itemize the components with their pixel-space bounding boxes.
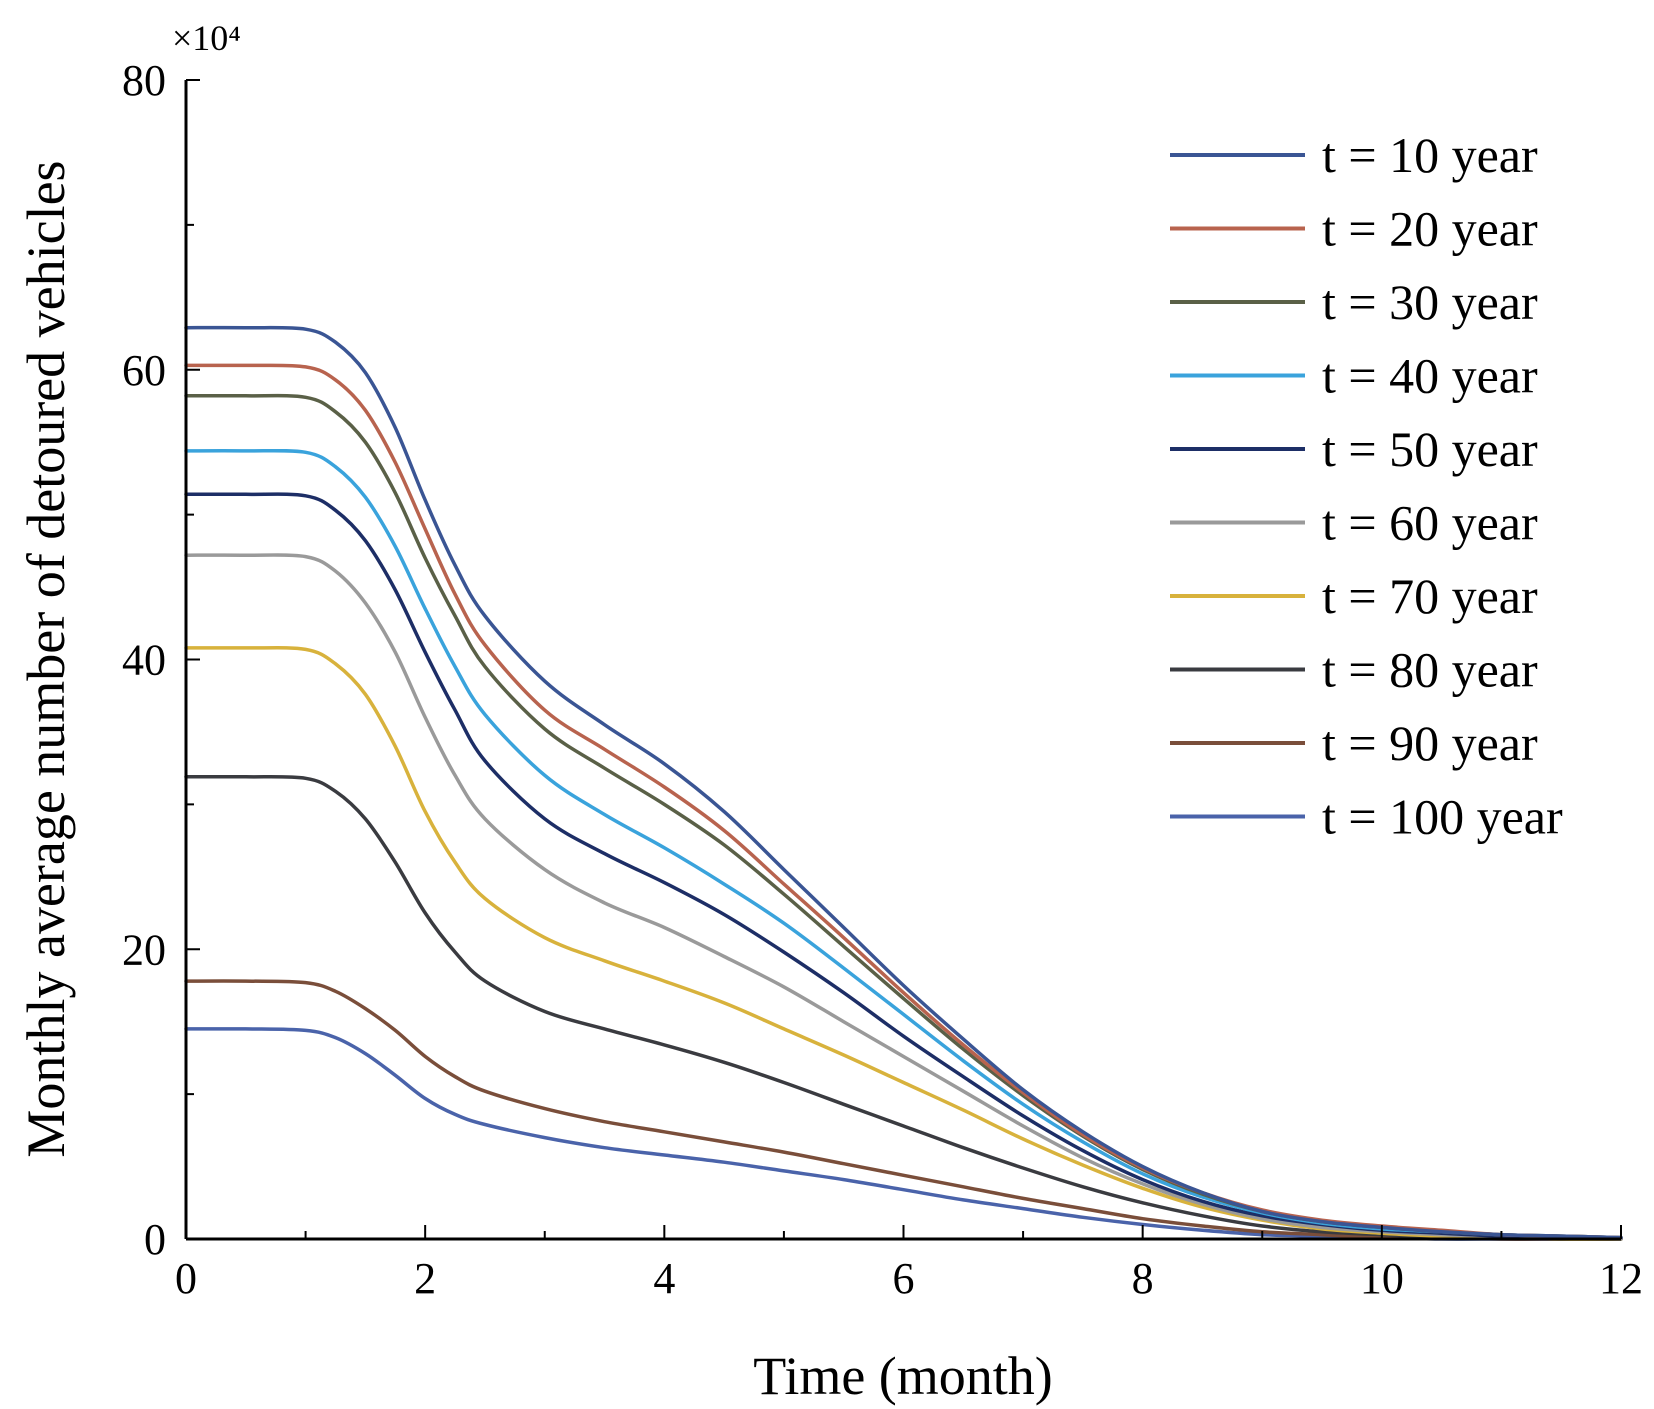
series-line [184, 774, 1623, 1241]
legend-item: t = 20 year [1170, 201, 1538, 257]
legend-label: t = 40 year [1322, 348, 1538, 404]
y-tick-label: 60 [122, 346, 166, 395]
y-ticks: 0 20 40 60 80 [122, 56, 200, 1264]
legend-item: t = 70 year [1170, 568, 1538, 624]
legend-label: t = 60 year [1322, 495, 1538, 551]
x-tick-label: 10 [1360, 1254, 1404, 1303]
plot-lines [184, 325, 1623, 1241]
x-axis-title: Time (month) [753, 1346, 1053, 1406]
legend-label: t = 80 year [1322, 642, 1538, 698]
series-line [184, 1027, 1623, 1241]
legend-item: t = 10 year [1170, 127, 1538, 183]
y-tick-label: 20 [122, 925, 166, 974]
legend: t = 10 year t = 20 year t = 30 year t = 40 … [1170, 127, 1563, 845]
y-multiplier-label: ×10⁴ [172, 18, 241, 58]
legend-label: t = 100 year [1322, 789, 1563, 845]
x-tick-label: 12 [1599, 1254, 1643, 1303]
legend-item: t = 90 year [1170, 715, 1538, 771]
legend-label: t = 50 year [1322, 421, 1538, 477]
x-tick-label: 4 [653, 1254, 675, 1303]
series-line [184, 979, 1623, 1241]
legend-item: t = 80 year [1170, 642, 1538, 698]
legend-label: t = 30 year [1322, 274, 1538, 330]
x-ticks: 0 2 4 6 8 10 12 [175, 1225, 1643, 1303]
legend-item: t = 30 year [1170, 274, 1538, 330]
legend-item: t = 60 year [1170, 495, 1538, 551]
y-tick-label: 0 [144, 1215, 166, 1264]
legend-item: t = 50 year [1170, 421, 1538, 477]
legend-label: t = 10 year [1322, 127, 1538, 183]
legend-label: t = 70 year [1322, 568, 1538, 624]
x-tick-label: 6 [893, 1254, 915, 1303]
series-line [184, 553, 1623, 1241]
legend-item: t = 100 year [1170, 789, 1563, 845]
legend-label: t = 90 year [1322, 715, 1538, 771]
y-tick-label: 80 [122, 56, 166, 105]
x-tick-label: 0 [175, 1254, 197, 1303]
y-axis-title: Monthly average number of detoured vehic… [16, 160, 76, 1157]
legend-item: t = 40 year [1170, 348, 1538, 404]
series-line [184, 325, 1623, 1240]
legend-label: t = 20 year [1322, 201, 1538, 257]
x-tick-label: 8 [1132, 1254, 1154, 1303]
x-tick-label: 2 [414, 1254, 436, 1303]
y-tick-label: 40 [122, 636, 166, 685]
